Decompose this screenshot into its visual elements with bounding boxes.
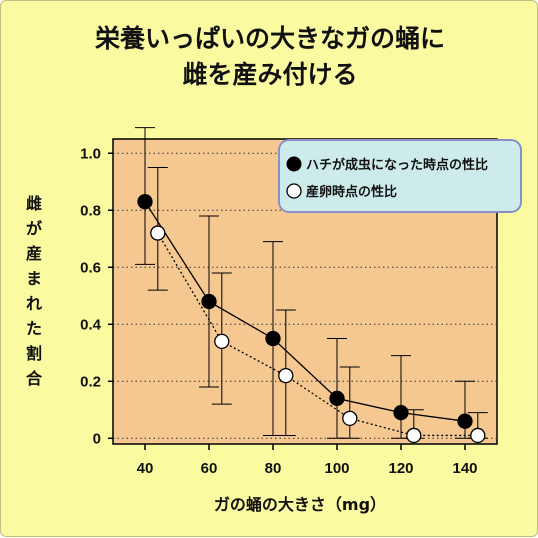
series-1-point (457, 413, 473, 429)
x-tick-label: 100 (324, 460, 349, 477)
series-1-point (393, 404, 409, 421)
chart-title-line-1: 栄養いっぱいの大きなガの蛹に (94, 24, 445, 53)
x-axis-label: ガの蛹の大きさ（mg） (214, 495, 386, 514)
series-2-point (150, 225, 166, 241)
x-tick-label: 80 (265, 460, 282, 477)
y-tick-label: 0.6 (80, 259, 101, 276)
y-axis-label-char: 合 (26, 369, 43, 388)
grid-lines (113, 152, 497, 439)
x-tick-label: 120 (388, 460, 413, 477)
y-axis-label-char: た (26, 319, 42, 338)
series-2-point (214, 333, 230, 350)
series-2-point (278, 367, 294, 384)
y-tick-label: 0.4 (80, 316, 102, 333)
series-1-point (329, 390, 345, 407)
legend-open-marker (286, 183, 302, 199)
x-axis: 40 60 80 100 120 140 (137, 444, 478, 477)
legend-label-filled: ハチが成虫になった時点の性比 (306, 157, 488, 173)
y-axis-label-char: ま (26, 269, 42, 288)
series-1-point (137, 194, 153, 210)
series-2-point (470, 427, 486, 444)
series-1-point (201, 293, 217, 310)
series-2-point (406, 427, 422, 444)
y-axis-label-char: 雌 (26, 194, 42, 213)
legend-filled-marker (286, 156, 302, 172)
legend: ハチが成虫になった時点の性比 産卵時点の性比 (278, 139, 522, 213)
y-axis-label-char: 産 (26, 244, 42, 263)
y-axis-label-char: 割 (26, 344, 42, 363)
legend-box (278, 139, 522, 213)
y-tick-label: 0.2 (80, 373, 101, 390)
chart-title-line-2: 雌を産み付ける (182, 60, 357, 89)
y-axis-label-char: れ (26, 294, 42, 313)
y-tick-label: 0 (93, 430, 101, 447)
x-tick-label: 140 (452, 460, 477, 477)
y-axis: 0 0.2 0.4 0.6 0.8 1.0 (80, 145, 113, 447)
x-tick-label: 40 (137, 460, 154, 477)
series-2-line (157, 232, 478, 437)
legend-label-open: 産卵時点の性比 (306, 184, 397, 200)
series-2-point (342, 410, 358, 426)
x-tick-label: 60 (201, 460, 218, 477)
y-tick-label: 1.0 (80, 145, 101, 162)
series-1-line (144, 201, 466, 422)
y-tick-label: 0.8 (80, 202, 101, 219)
series-layer (135, 127, 488, 444)
series-1-point (265, 330, 281, 347)
y-axis-label-char: が (26, 219, 42, 238)
